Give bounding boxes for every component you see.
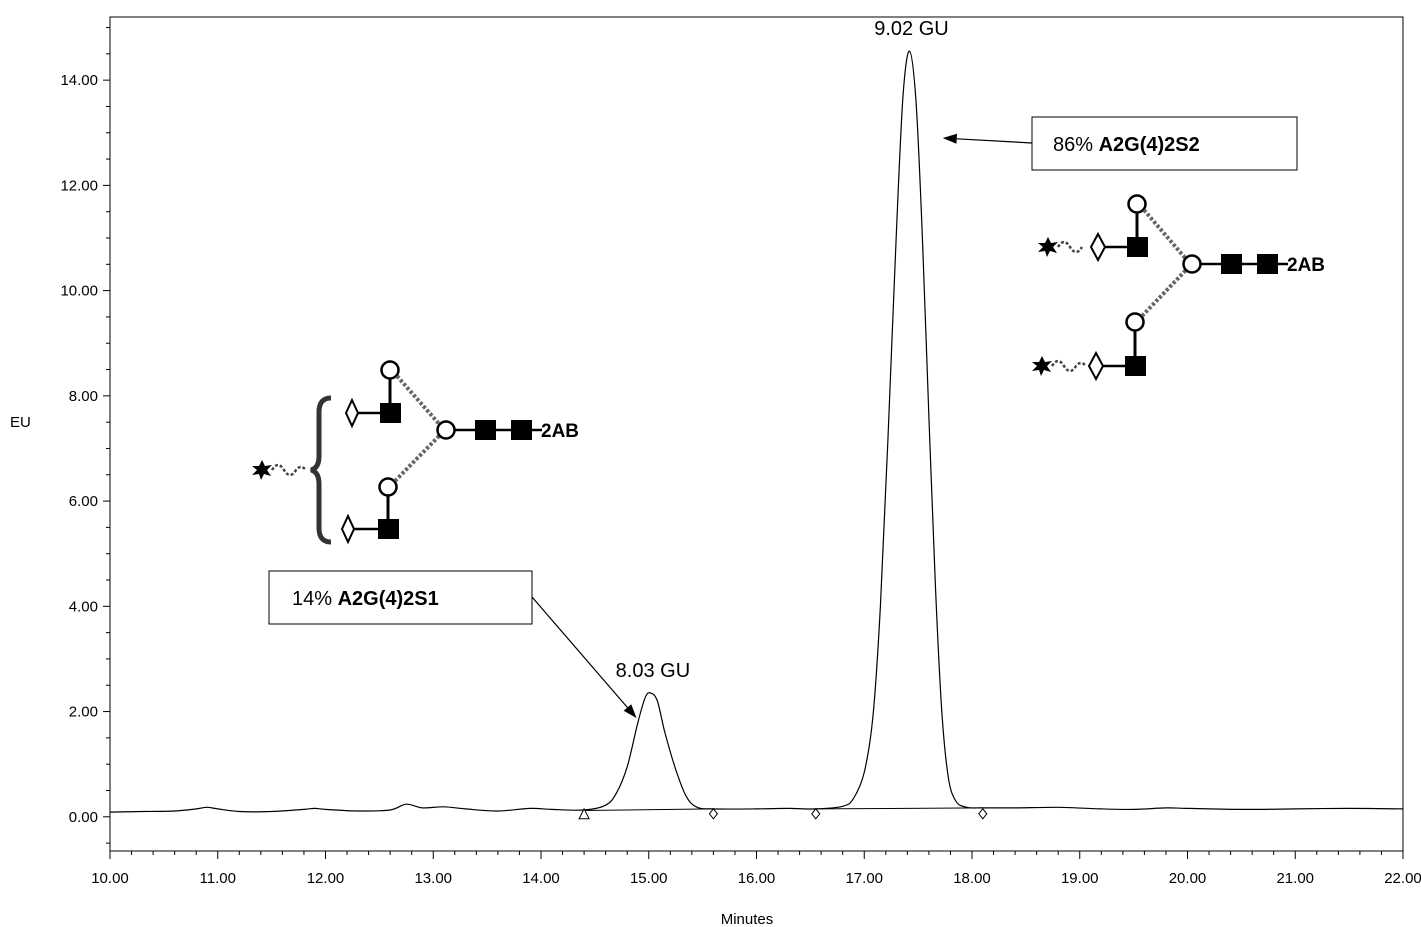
x-tick-label: 20.00 — [1169, 870, 1207, 887]
peak-end-diamond-marker — [979, 809, 987, 819]
peak-end-diamond-marker — [812, 809, 820, 819]
mannose-circle-icon — [382, 362, 399, 379]
wavy-linkage — [1058, 242, 1082, 252]
x-tick-label: 21.00 — [1276, 870, 1314, 887]
mannose-circle-icon — [1127, 314, 1144, 331]
annotation-glycan-name: A2G(4)2S2 — [1099, 134, 1200, 156]
mannose-circle-icon — [438, 422, 455, 439]
y-tick-label: 8.00 — [69, 388, 98, 405]
arrowhead — [943, 134, 957, 144]
x-axis-title: Minutes — [721, 911, 774, 927]
baseline-segment — [816, 808, 983, 809]
mannose-circle-icon — [1129, 196, 1146, 213]
x-tick-label: 10.00 — [91, 870, 129, 887]
linkage-dotted — [397, 376, 440, 425]
x-tick-label: 12.00 — [307, 870, 345, 887]
glycan-label-2ab: 2AB — [541, 421, 579, 442]
y-axis: 0.00 2.00 4.00 6.00 8.00 10.00 12.00 14.00 — [60, 28, 110, 844]
glcnac-square-icon — [378, 519, 399, 539]
y-tick-label: 0.00 — [69, 809, 98, 826]
galactose-diamond-icon — [346, 400, 358, 426]
x-tick-label: 15.00 — [630, 870, 668, 887]
peak-labels: 8.03 GU 9.02 GU — [616, 18, 949, 682]
x-tick-label: 16.00 — [738, 870, 776, 887]
annotation-percent: 14% — [292, 588, 332, 610]
glycan-structure-s1: 2AB — [252, 362, 579, 543]
y-axis-title: EU — [10, 414, 31, 431]
annotation-arrow — [957, 139, 1032, 143]
x-tick-label: 17.00 — [845, 870, 883, 887]
y-tick-label: 4.00 — [69, 598, 98, 615]
y-tick-label: 6.00 — [69, 493, 98, 510]
annotation-a2g42s1: 14% A2G(4)2S1 — [269, 571, 637, 718]
baseline-segment — [584, 809, 713, 811]
galactose-diamond-icon — [1091, 234, 1105, 260]
glcnac-square-icon — [1127, 237, 1148, 257]
peak-gu-label: 9.02 GU — [874, 18, 948, 40]
linkage-dotted — [395, 435, 440, 481]
wavy-linkage — [1052, 361, 1086, 371]
x-tick-label: 22.00 — [1384, 870, 1421, 887]
glcnac-square-icon — [380, 403, 401, 423]
galactose-diamond-icon — [342, 516, 354, 542]
linkage-dotted — [1142, 270, 1186, 316]
linkage-dotted — [1144, 210, 1186, 259]
glycan-structure-s2: 2AB — [1032, 196, 1325, 380]
glcnac-square-icon — [475, 420, 496, 440]
y-tick-label: 14.00 — [60, 72, 98, 89]
sialic-acid-star-icon — [252, 460, 272, 480]
glcnac-square-icon — [511, 420, 532, 440]
peak-gu-label: 8.03 GU — [616, 660, 690, 682]
mannose-circle-icon — [1184, 256, 1201, 273]
arrowhead — [624, 704, 637, 718]
curly-brace-icon — [311, 398, 331, 542]
x-tick-label: 18.00 — [953, 870, 991, 887]
x-axis: 10.00 11.00 12.00 13.00 14.00 15.00 16.00 17.00… — [91, 851, 1421, 887]
y-tick-label: 10.00 — [60, 283, 98, 300]
x-tick-label: 13.00 — [414, 870, 452, 887]
mannose-circle-icon — [380, 479, 397, 496]
glycan-label-2ab: 2AB — [1287, 255, 1325, 276]
x-tick-label: 11.00 — [200, 870, 236, 887]
sialic-acid-star-icon — [1038, 237, 1058, 257]
annotation-arrow — [532, 597, 627, 707]
annotation-percent: 86% — [1053, 134, 1093, 156]
peak-end-diamond-marker — [709, 809, 717, 819]
y-tick-label: 2.00 — [69, 704, 98, 721]
y-tick-label: 12.00 — [60, 177, 98, 194]
annotation-label: 86% A2G(4)2S2 — [1053, 134, 1200, 156]
glcnac-square-icon — [1125, 356, 1146, 376]
galactose-diamond-icon — [1089, 353, 1103, 379]
annotation-a2g42s2: 86% A2G(4)2S2 — [943, 117, 1297, 170]
sialic-acid-star-icon — [1032, 356, 1052, 376]
wavy-linkage — [272, 465, 306, 475]
x-tick-label: 14.00 — [522, 870, 560, 887]
annotation-glycan-name: A2G(4)2S1 — [338, 588, 439, 610]
x-tick-label: 19.00 — [1061, 870, 1099, 887]
annotation-label: 14% A2G(4)2S1 — [292, 588, 439, 610]
glcnac-square-icon — [1221, 254, 1242, 274]
glcnac-square-icon — [1257, 254, 1278, 274]
